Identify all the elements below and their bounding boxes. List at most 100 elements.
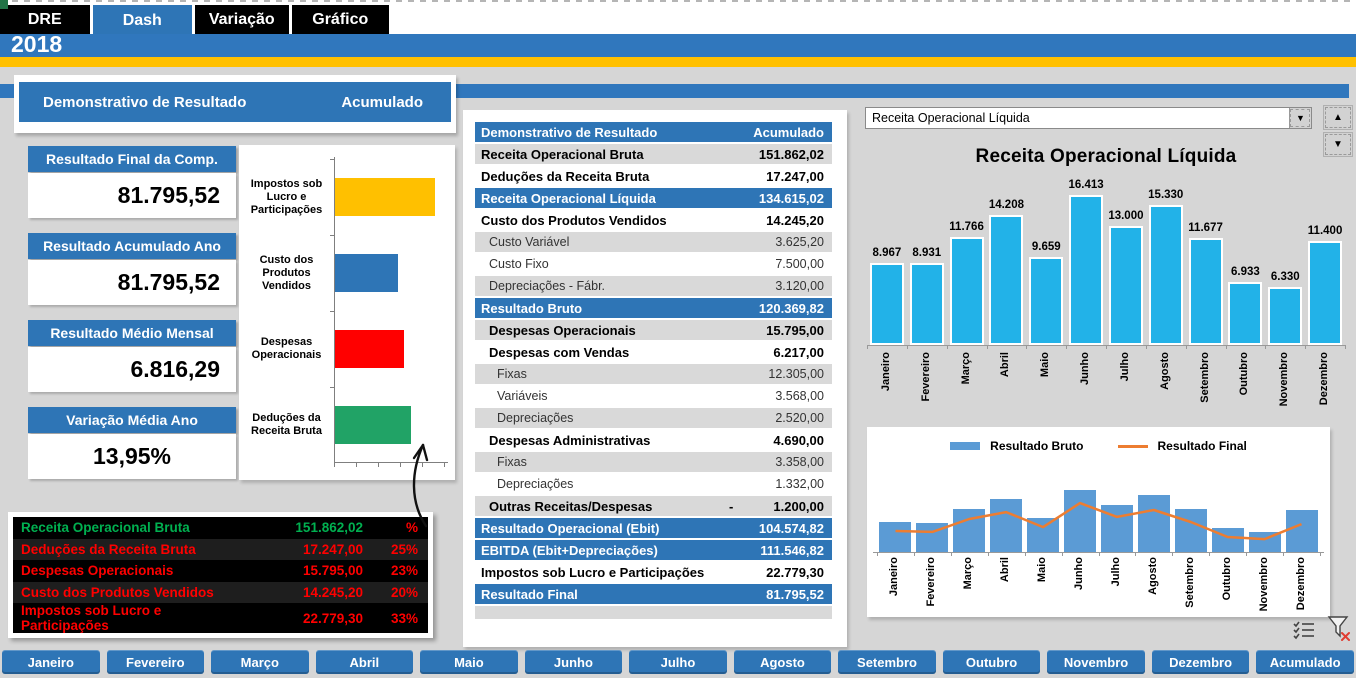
- spinner-down-button[interactable]: ▼: [1323, 132, 1353, 157]
- axis-tick: [1026, 345, 1027, 349]
- month-button-agosto[interactable]: Agosto: [733, 650, 832, 674]
- dre-row: Resultado Final 81.795,52: [475, 584, 832, 604]
- breakdown-pct: 25%: [390, 541, 418, 557]
- breakdown-pct: 23%: [390, 563, 418, 579]
- axis-tick: [1135, 552, 1136, 556]
- month-button-acumulado[interactable]: Acumulado: [1256, 650, 1354, 674]
- combo-bar: [1137, 495, 1170, 553]
- bar-value-label: 13.000: [1108, 210, 1144, 222]
- nav-tab-dash[interactable]: Dash: [92, 5, 192, 36]
- dropdown-arrow-icon[interactable]: ▼: [1289, 108, 1311, 128]
- month-button-janeiro[interactable]: Janeiro: [2, 650, 100, 674]
- category-bar: [335, 330, 404, 368]
- breakdown-row: Despesas Operacionais 15.795,00 23%: [13, 560, 428, 582]
- breakdown-row: Custo dos Produtos Vendidos 14.245,20 20%: [13, 581, 428, 603]
- dre-row: Resultado Operacional (Ebit) 104.574,82: [475, 518, 832, 538]
- month-button-dezembro[interactable]: Dezembro: [1151, 650, 1250, 674]
- monthly-bar: [1148, 205, 1183, 345]
- legend-bar-label: Resultado Bruto: [990, 439, 1084, 453]
- axis-tick: [987, 345, 988, 349]
- monthly-bar: [869, 263, 904, 345]
- axis-tick: [330, 235, 334, 236]
- dre-row-value: 22.779,30: [766, 564, 824, 580]
- dre-row: Variáveis 3.568,00: [475, 386, 832, 406]
- clear-filter-icon[interactable]: [1326, 614, 1352, 642]
- month-axis-label: Agosto: [1146, 557, 1159, 595]
- dre-row: Custo Variável 3.625,20: [475, 232, 832, 252]
- kpi-card: Variação Média Ano 13,95%: [28, 407, 236, 479]
- breakdown-value: 14.245,20: [302, 584, 363, 600]
- month-button-outubro[interactable]: Outubro: [942, 650, 1041, 674]
- dre-row: Receita Operacional Líquida 134.615,02: [475, 188, 832, 208]
- axis-tick: [1305, 345, 1306, 349]
- category-bar: [335, 254, 398, 292]
- bar-value-label: 9.659: [1031, 241, 1061, 253]
- nav-tab-variação[interactable]: Variação: [195, 5, 289, 34]
- dre-row-value: 3.120,00: [775, 279, 824, 293]
- month-axis-label: Fevereiro: [925, 557, 938, 607]
- kpi-card: Resultado Final da Comp. 81.795,52: [28, 146, 236, 218]
- category-bar: [335, 178, 435, 216]
- dre-row-label: Receita Operacional Líquida: [481, 190, 656, 206]
- year-label: 2018: [11, 31, 63, 57]
- bar-value-label: 8.931: [912, 247, 942, 259]
- month-axis-label: Agosto: [1158, 352, 1171, 390]
- dre-row-label: Outras Receitas/Despesas: [489, 498, 653, 514]
- combo-chart-plot: [873, 427, 1324, 556]
- dre-row: Impostos sob Lucro e Participações 22.779…: [475, 562, 832, 582]
- dre-row-value: 81.795,52: [766, 586, 824, 602]
- dre-row: Depreciações 2.520,00: [475, 408, 832, 428]
- bar-value-label: 11.677: [1188, 222, 1223, 234]
- dre-panel: Demonstrativo de Resultado Acumulado Recei…: [463, 110, 847, 647]
- month-axis-label: Novembro: [1278, 352, 1291, 407]
- dre-row-value: 17.247,00: [766, 168, 824, 184]
- spinner-up-button[interactable]: ▲: [1323, 105, 1353, 130]
- axis-tick: [1099, 552, 1100, 556]
- legend-line-swatch: [1117, 444, 1148, 448]
- legend-line-label: Resultado Final: [1157, 439, 1247, 453]
- month-button-setembro[interactable]: Setembro: [838, 650, 936, 674]
- breakdown-row: Receita Operacional Bruta 151.862,02%: [13, 517, 428, 539]
- month-axis-label: Abril: [999, 557, 1012, 583]
- dre-table-tail: [475, 606, 832, 619]
- dre-row-label: Resultado Operacional (Ebit): [481, 520, 660, 536]
- dre-row-value: 3.625,20: [775, 235, 824, 249]
- dre-row-label: Depreciações - Fábr.: [489, 279, 606, 293]
- dre-row-label: Depreciações: [497, 477, 574, 491]
- monthly-bar: [1029, 257, 1064, 345]
- nav-tab-gráfico[interactable]: Gráfico: [291, 5, 389, 34]
- minus-sign: -: [729, 498, 734, 514]
- dre-row: Despesas Administrativas 4.690,00: [475, 430, 832, 450]
- dre-row-value: 1.332,00: [775, 477, 824, 491]
- dre-row-label: Despesas Administrativas: [489, 432, 651, 448]
- month-button-maio[interactable]: Maio: [420, 650, 518, 674]
- multi-select-icon[interactable]: [1292, 620, 1316, 640]
- month-button-junho[interactable]: Junho: [524, 650, 623, 674]
- month-button-novembro[interactable]: Novembro: [1047, 650, 1145, 674]
- legend-bar-swatch: [950, 442, 981, 450]
- month-axis-label: Setembro: [1183, 557, 1196, 608]
- axis-tick: [1106, 345, 1107, 349]
- breakdown-label: Receita Operacional Bruta: [21, 520, 190, 536]
- axis-tick: [867, 345, 868, 349]
- nav-tab-dre[interactable]: DRE: [0, 5, 90, 34]
- dre-row-label: Custo dos Produtos Vendidos: [481, 212, 667, 228]
- metric-dropdown[interactable]: Receita Operacional Líquida ▼: [865, 107, 1312, 129]
- month-axis-label: Junho: [1079, 352, 1092, 385]
- month-button-abril[interactable]: Abril: [315, 650, 414, 674]
- dre-row: Receita Operacional Bruta 151.862,02: [475, 144, 832, 164]
- dre-row: Custo Fixo 7.500,00: [475, 254, 832, 274]
- month-axis-label: Maio: [1039, 352, 1052, 378]
- kpi-label: Resultado Final da Comp.: [28, 146, 236, 172]
- dre-row: Depreciações - Fábr. 3.120,00: [475, 276, 832, 296]
- month-button-julho[interactable]: Julho: [629, 650, 727, 674]
- category-label: Despesas Operacionais: [251, 336, 322, 361]
- breakdown-pct: %: [405, 520, 418, 536]
- month-button-março[interactable]: Março: [211, 650, 309, 674]
- month-button-fevereiro[interactable]: Fevereiro: [106, 650, 205, 674]
- breakdown-label: Despesas Operacionais: [21, 563, 174, 579]
- dre-header-value: Acumulado: [753, 124, 824, 140]
- dre-row-label: Custo Variável: [489, 235, 570, 249]
- dre-row-label: Receita Operacional Bruta: [481, 146, 644, 162]
